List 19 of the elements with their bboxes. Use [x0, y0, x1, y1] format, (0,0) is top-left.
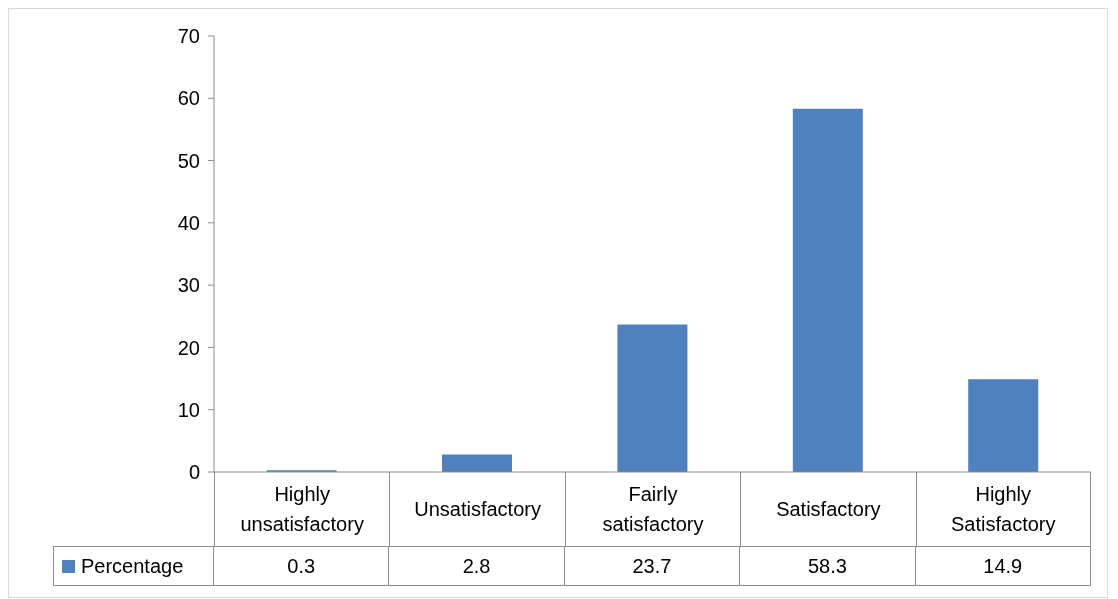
data-label: 23.7: [564, 546, 741, 586]
y-tick-label: 10: [177, 398, 200, 421]
data-label: 14.9: [915, 546, 1091, 586]
y-tick-label: 40: [177, 211, 200, 234]
x-tick-label: Unsatisfactory: [414, 497, 541, 522]
y-tick-label: 50: [177, 149, 200, 172]
data-label: 2.8: [389, 546, 565, 586]
y-tick-label: 20: [177, 336, 200, 359]
y-tick-label: 70: [177, 25, 200, 48]
y-tick-label: 60: [177, 87, 200, 110]
y-tick-label: 30: [177, 274, 200, 297]
y-tick-label: 0: [188, 461, 200, 484]
x-tick-label: Satisfactory: [776, 497, 881, 522]
x-tick-label: Highly Satisfactory: [951, 482, 1056, 537]
x-tick-label: Highly unsatisfactory: [240, 482, 364, 537]
data-label: 0.3: [214, 546, 390, 586]
legend-label: Percentage: [81, 554, 184, 579]
data-label: 58.3: [740, 546, 916, 586]
x-tick-label: Fairly satisfactory: [602, 482, 704, 537]
